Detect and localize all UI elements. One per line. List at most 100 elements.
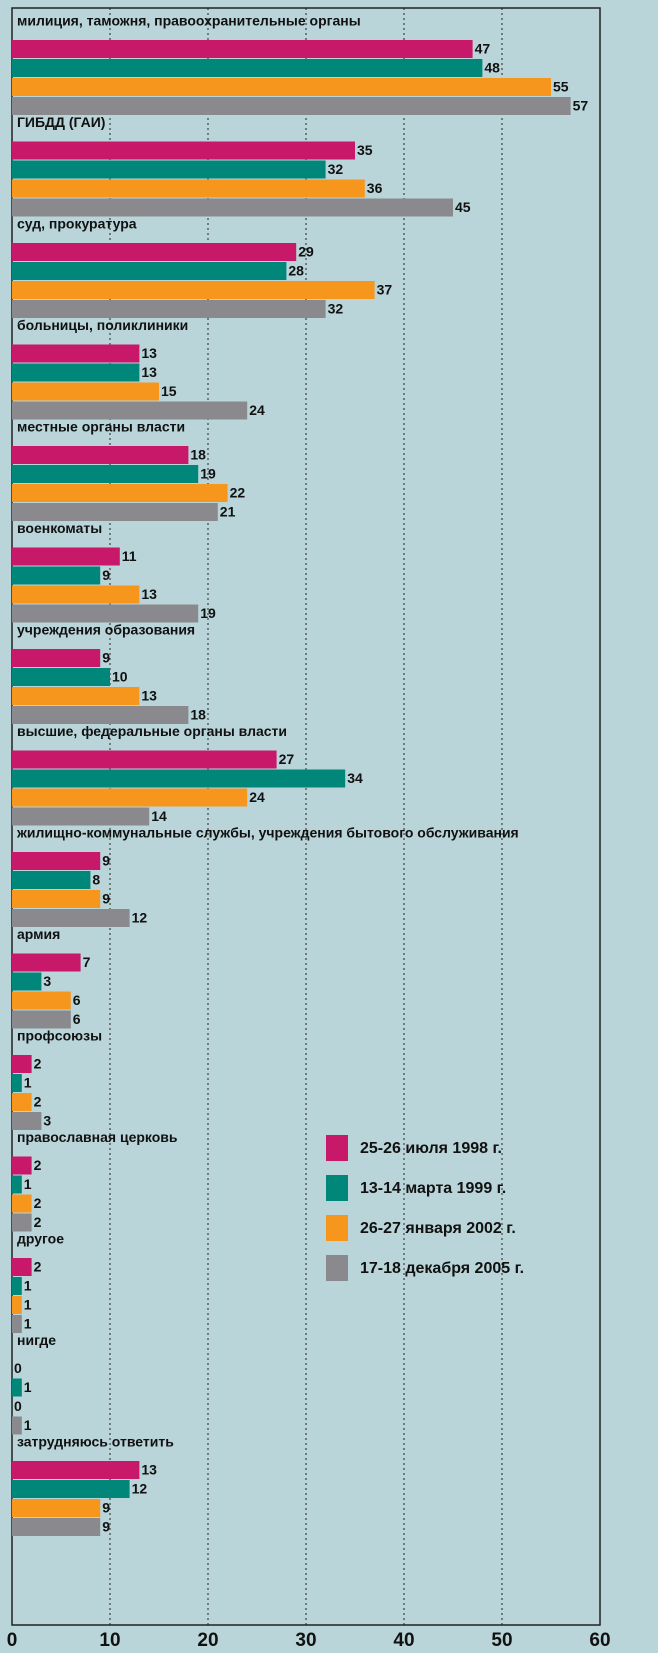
value-label: 24 [249,789,265,805]
value-label: 22 [230,485,246,501]
x-tick-label: 0 [7,1630,18,1651]
x-tick-label: 10 [99,1630,120,1651]
value-label: 57 [573,98,589,114]
bar [12,1480,130,1498]
value-label: 7 [83,954,91,970]
bar [12,141,355,160]
legend-label: 17-18 декабря 2005 г. [360,1260,524,1277]
x-tick-label: 30 [295,1630,316,1651]
value-label: 9 [102,567,110,583]
category-label: армия [17,926,60,942]
value-label: 32 [328,301,344,317]
bar [12,465,199,483]
value-label: 2 [34,1157,42,1173]
bar [12,344,140,363]
value-label: 2 [34,1259,42,1275]
value-label: 48 [484,60,500,76]
bar [12,281,375,299]
value-label: 35 [357,142,373,158]
legend-label: 26-27 января 2002 г. [360,1220,516,1237]
bar [12,807,150,826]
value-label: 9 [102,1500,110,1516]
x-tick-label: 20 [197,1630,218,1651]
bar [12,1055,32,1073]
bar [12,300,326,318]
value-label: 47 [475,41,491,57]
value-label: 15 [161,383,177,399]
value-label: 2 [34,1214,42,1230]
bar [12,1518,101,1536]
bar [12,363,140,382]
bar [12,566,101,585]
bar [12,1010,71,1029]
value-label: 12 [132,910,148,926]
bar [12,1258,32,1276]
bar [12,604,199,623]
value-label: 21 [220,504,236,520]
bar [12,991,71,1010]
value-label: 24 [249,402,265,418]
x-tick-label: 40 [393,1630,414,1651]
value-label: 6 [73,1011,81,1027]
legend-swatch [326,1215,348,1241]
bar [12,649,101,667]
value-label: 9 [102,891,110,907]
bar [12,585,140,604]
value-label: 19 [200,466,216,482]
bar [12,1461,140,1479]
bar [12,1499,101,1517]
category-label: нигде [17,1332,56,1348]
bar [12,503,218,521]
value-label: 45 [455,199,471,215]
bar [12,262,287,280]
category-label: профсоюзы [17,1028,102,1044]
bar [12,706,189,724]
bar [12,484,228,502]
legend-label: 13-14 марта 1999 г. [360,1180,506,1197]
category-label: больницы, поликлиники [17,317,188,333]
value-label: 18 [190,447,206,463]
category-label: ГИБДД (ГАИ) [17,114,105,130]
category-label: православная церковь [17,1129,178,1145]
value-label: 19 [200,605,216,621]
value-label: 36 [367,180,383,196]
legend-label: 25-26 июля 1998 г. [360,1140,502,1157]
value-label: 2 [34,1094,42,1110]
category-label: учреждения образования [17,622,195,638]
bar [12,1378,22,1397]
value-label: 11 [122,548,137,564]
value-label: 3 [43,1113,51,1129]
x-tick-label: 60 [589,1630,610,1651]
value-label: 9 [102,853,110,869]
legend-swatch [326,1255,348,1281]
bar [12,1277,22,1295]
category-label: местные органы власти [17,419,185,435]
category-label: другое [17,1231,64,1247]
value-label: 32 [328,161,344,177]
bar [12,243,297,261]
value-label: 10 [112,669,128,685]
bar [12,198,453,217]
bar [12,1213,32,1232]
value-label: 2 [34,1195,42,1211]
category-label: военкоматы [17,520,102,536]
bar [12,1093,32,1111]
value-label: 9 [102,1519,110,1535]
category-label: высшие, федеральные органы власти [17,723,287,739]
value-label: 27 [279,751,295,767]
bar [12,750,277,769]
value-label: 1 [24,1176,32,1192]
bar [12,59,483,77]
bar [12,1416,22,1435]
value-label: 1 [24,1278,32,1294]
value-label: 13 [141,586,157,602]
bar [12,1074,22,1092]
bar [12,1194,32,1213]
value-label: 13 [141,345,157,361]
value-label: 13 [141,688,157,704]
value-label: 37 [377,282,393,298]
bar [12,687,140,705]
category-label: милиция, таможня, правоохранительные орг… [17,13,361,29]
value-label: 14 [151,808,167,824]
value-label: 12 [132,1481,148,1497]
